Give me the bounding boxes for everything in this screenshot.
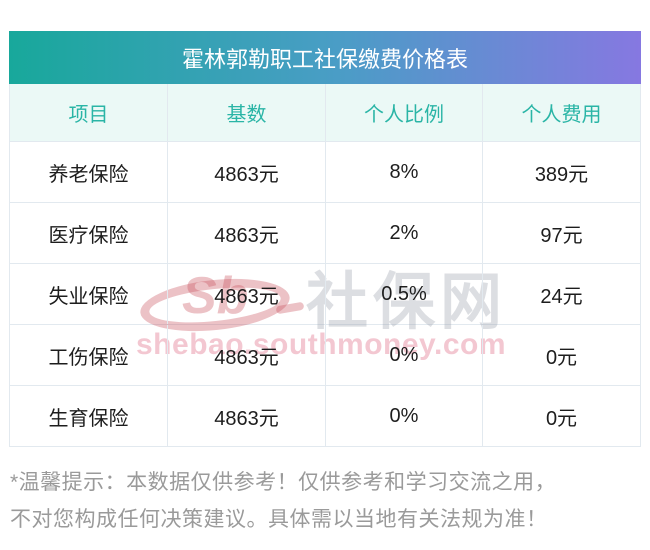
cell-fee: 97元 bbox=[482, 203, 640, 263]
cell-ratio: 0% bbox=[325, 386, 482, 446]
cell-item: 生育保险 bbox=[48, 407, 129, 430]
cell-item: 失业保险 bbox=[48, 285, 129, 308]
table-header-row: 项目 基数 个人比例 个人费用 bbox=[10, 84, 640, 141]
disclaimer-line-2: 不对您构成任何决策建议。具体需以当地有关法规为准！ bbox=[10, 508, 548, 531]
cell-ratio: 8% bbox=[325, 142, 482, 202]
cell-base: 4863元 bbox=[167, 386, 325, 446]
cell-base: 4863元 bbox=[167, 142, 325, 202]
social-insurance-price-table: 霍林郭勒职工社保缴费价格表 Sb 社保网 shebao.southmoney.c… bbox=[9, 31, 641, 447]
table-row: 养老保险 4863元 8% 389元 bbox=[10, 141, 640, 202]
disclaimer-note: *温馨提示：本数据仅供参考！仅供参考和学习交流之用， 不对您构成任何决策建议。具… bbox=[10, 464, 644, 538]
cell-ratio: 0% bbox=[325, 325, 482, 385]
cell-fee: 24元 bbox=[482, 264, 640, 324]
column-header-fee: 个人费用 bbox=[482, 84, 640, 141]
cell-item: 养老保险 bbox=[48, 163, 129, 186]
column-header-ratio: 个人比例 bbox=[325, 84, 482, 141]
disclaimer-line-1: *温馨提示：本数据仅供参考！仅供参考和学习交流之用， bbox=[10, 471, 557, 494]
cell-item: 医疗保险 bbox=[48, 224, 129, 247]
column-header-item: 项目 bbox=[68, 104, 109, 126]
table-body: Sb 社保网 shebao.southmoney.com 项目 基数 个人比例 … bbox=[9, 84, 641, 447]
column-header-base: 基数 bbox=[167, 84, 325, 141]
cell-base: 4863元 bbox=[167, 264, 325, 324]
cell-fee: 0元 bbox=[482, 386, 640, 446]
cell-item: 工伤保险 bbox=[48, 346, 129, 369]
table-row: 失业保险 4863元 0.5% 24元 bbox=[10, 263, 640, 324]
cell-base: 4863元 bbox=[167, 325, 325, 385]
table-title: 霍林郭勒职工社保缴费价格表 bbox=[9, 31, 641, 84]
cell-ratio: 0.5% bbox=[325, 264, 482, 324]
cell-base: 4863元 bbox=[167, 203, 325, 263]
cell-ratio: 2% bbox=[325, 203, 482, 263]
table-row: 医疗保险 4863元 2% 97元 bbox=[10, 202, 640, 263]
table-row: 生育保险 4863元 0% 0元 bbox=[10, 385, 640, 446]
cell-fee: 389元 bbox=[482, 142, 640, 202]
cell-fee: 0元 bbox=[482, 325, 640, 385]
table-row: 工伤保险 4863元 0% 0元 bbox=[10, 324, 640, 385]
